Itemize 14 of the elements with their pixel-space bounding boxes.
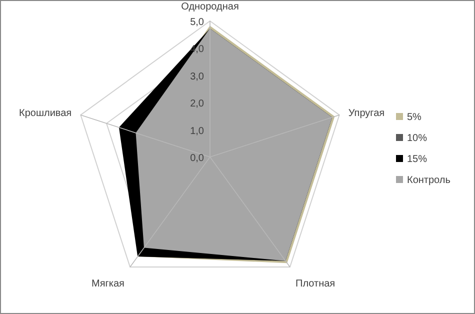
spoke-label: Мягкая — [91, 278, 124, 290]
spoke-label: Крошливая — [19, 108, 72, 120]
y-tick-label: 2,0 — [190, 98, 204, 110]
legend-label: 5% — [407, 112, 422, 123]
legend-label: Контроль — [407, 175, 450, 186]
y-tick-label: 0,0 — [190, 153, 204, 164]
spoke-label: Однородная — [181, 1, 239, 12]
spoke-label: Плотная — [296, 278, 336, 290]
legend-label: 15% — [407, 154, 428, 165]
y-tick-label: 3,0 — [190, 71, 204, 82]
legend-label: 10% — [407, 133, 428, 144]
spoke-label: Упругая — [348, 108, 385, 120]
y-tick-label: 1,0 — [190, 126, 204, 137]
y-tick-label: 5,0 — [190, 17, 204, 28]
